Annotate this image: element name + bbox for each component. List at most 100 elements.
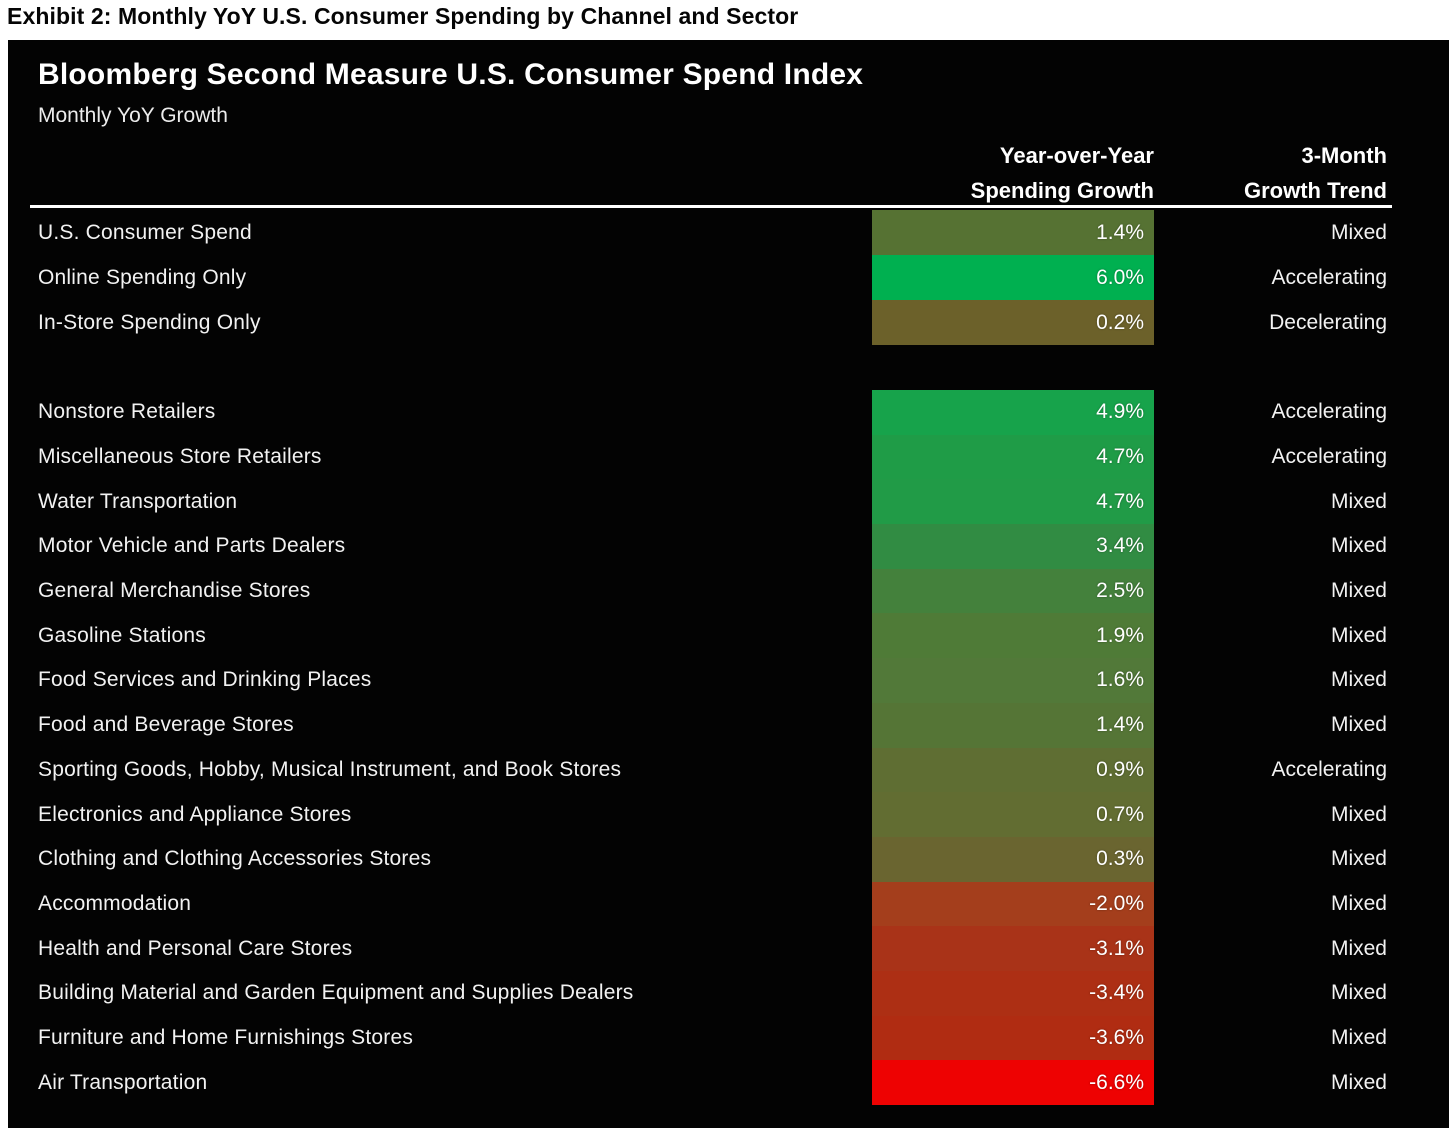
trend-label: Mixed: [1330, 981, 1387, 1005]
table-row: Furniture and Home Furnishings Stores -3.…: [8, 1015, 1449, 1061]
panel-title: Bloomberg Second Measure U.S. Consumer S…: [38, 58, 864, 91]
value-text: 0.9%: [1096, 757, 1144, 781]
column-header-growth-trend-line1: 3-Month: [1301, 143, 1387, 168]
value-cell: -6.6%: [872, 1060, 1154, 1105]
table-row: Clothing and Clothing Accessories Stores…: [8, 836, 1449, 882]
row-label: Food Services and Drinking Places: [38, 668, 372, 692]
value-text: 1.4%: [1096, 220, 1144, 244]
value-text: 4.7%: [1096, 489, 1144, 513]
value-cell: 4.7%: [872, 479, 1154, 525]
column-header-spending-growth-line2: Spending Growth: [970, 178, 1154, 203]
table-row: Motor Vehicle and Parts Dealers 3.4% Mixed: [8, 524, 1449, 569]
row-label: Electronics and Appliance Stores: [38, 802, 352, 826]
value-cell: 3.4%: [872, 524, 1154, 569]
table-row: Building Material and Garden Equipment a…: [8, 970, 1449, 1016]
value-text: -2.0%: [1089, 891, 1144, 915]
value-cell: 1.4%: [872, 210, 1154, 255]
trend-label: Accelerating: [1271, 445, 1387, 469]
table-row: In-Store Spending Only 0.2% Decelerating: [8, 300, 1449, 345]
row-label: Clothing and Clothing Accessories Stores: [38, 847, 432, 871]
value-text: 0.7%: [1096, 802, 1144, 826]
spend-index-panel: Bloomberg Second Measure U.S. Consumer S…: [8, 40, 1449, 1128]
value-text: 0.3%: [1096, 847, 1144, 871]
value-cell: 1.9%: [872, 613, 1154, 659]
table-row: Electronics and Appliance Stores 0.7% Mixe…: [8, 792, 1449, 837]
row-label: Health and Personal Care Stores: [38, 936, 353, 960]
row-label: Food and Beverage Stores: [38, 713, 294, 737]
value-cell: 2.5%: [872, 568, 1154, 614]
column-header-spending-growth: Year-over-Year Spending Growth: [971, 138, 1154, 208]
value-text: 1.9%: [1096, 623, 1144, 647]
table-row: Miscellaneous Store Retailers 4.7% Acceler…: [8, 434, 1449, 480]
trend-label: Mixed: [1330, 534, 1387, 558]
value-text: -3.6%: [1089, 1025, 1144, 1049]
row-label: Online Spending Only: [38, 265, 247, 289]
table-row: U.S. Consumer Spend 1.4% Mixed: [8, 210, 1449, 255]
value-text: 4.9%: [1096, 400, 1144, 424]
trend-label: Mixed: [1330, 936, 1387, 960]
row-label: Air Transportation: [38, 1070, 208, 1094]
row-label: Water Transportation: [38, 489, 238, 513]
trend-label: Mixed: [1330, 891, 1387, 915]
value-text: 3.4%: [1096, 534, 1144, 558]
trend-label: Mixed: [1330, 668, 1387, 692]
table-row: Food Services and Drinking Places 1.6% Mix…: [8, 658, 1449, 703]
row-label: Furniture and Home Furnishings Stores: [38, 1025, 414, 1049]
value-cell: -2.0%: [872, 881, 1154, 927]
trend-label: Mixed: [1330, 579, 1387, 603]
value-text: 0.2%: [1096, 310, 1144, 334]
table-row: General Merchandise Stores 2.5% Mixed: [8, 568, 1449, 614]
value-text: -3.1%: [1089, 936, 1144, 960]
column-header-growth-trend-line2: Growth Trend: [1244, 178, 1387, 203]
header-rule: [30, 205, 1392, 208]
column-header-spending-growth-line1: Year-over-Year: [999, 143, 1154, 168]
row-label: Accommodation: [38, 891, 192, 915]
table-row: Online Spending Only 6.0% Accelerating: [8, 255, 1449, 300]
table-row: Health and Personal Care Stores -3.1% Mixe…: [8, 926, 1449, 971]
value-text: 2.5%: [1096, 579, 1144, 603]
value-cell: 4.9%: [872, 390, 1154, 435]
trend-label: Mixed: [1330, 1025, 1387, 1049]
value-text: 6.0%: [1096, 265, 1144, 289]
value-cell: 1.4%: [872, 702, 1154, 748]
trend-label: Mixed: [1330, 847, 1387, 871]
trend-label: Accelerating: [1271, 265, 1387, 289]
trend-label: Decelerating: [1269, 310, 1387, 334]
table-row: Gasoline Stations 1.9% Mixed: [8, 613, 1449, 659]
trend-label: Mixed: [1330, 1070, 1387, 1094]
value-cell: -3.6%: [872, 1015, 1154, 1061]
column-header-growth-trend: 3-Month Growth Trend: [1244, 138, 1387, 208]
row-label: Building Material and Garden Equipment a…: [38, 981, 634, 1005]
row-label: In-Store Spending Only: [38, 310, 261, 334]
trend-label: Accelerating: [1271, 400, 1387, 424]
row-label: Nonstore Retailers: [38, 400, 216, 424]
table-row: Food and Beverage Stores 1.4% Mixed: [8, 702, 1449, 748]
panel-subtitle: Monthly YoY Growth: [38, 104, 228, 127]
value-text: -3.4%: [1089, 981, 1144, 1005]
row-label: Gasoline Stations: [38, 623, 206, 647]
table-body: U.S. Consumer Spend 1.4% Mixed Online Spend…: [8, 210, 1449, 1105]
group-gap: [8, 345, 1449, 390]
table-row: Water Transportation 4.7% Mixed: [8, 479, 1449, 525]
trend-label: Mixed: [1330, 802, 1387, 826]
value-cell: -3.4%: [872, 970, 1154, 1016]
row-label: Sporting Goods, Hobby, Musical Instrumen…: [38, 757, 622, 781]
table-row: Air Transportation -6.6% Mixed: [8, 1060, 1449, 1105]
table-row: Sporting Goods, Hobby, Musical Instrumen…: [8, 747, 1449, 793]
trend-label: Mixed: [1330, 220, 1387, 244]
value-cell: 4.7%: [872, 434, 1154, 480]
value-text: -6.6%: [1089, 1070, 1144, 1094]
value-cell: 0.2%: [872, 300, 1154, 345]
table-row: Nonstore Retailers 4.9% Accelerating: [8, 390, 1449, 435]
value-text: 1.6%: [1096, 668, 1144, 692]
trend-label: Mixed: [1330, 623, 1387, 647]
row-label: Motor Vehicle and Parts Dealers: [38, 534, 346, 558]
value-text: 4.7%: [1096, 445, 1144, 469]
value-cell: -3.1%: [872, 926, 1154, 971]
exhibit-title: Exhibit 2: Monthly YoY U.S. Consumer Spe…: [7, 3, 799, 29]
row-label: General Merchandise Stores: [38, 579, 311, 603]
row-label: U.S. Consumer Spend: [38, 220, 252, 244]
trend-label: Mixed: [1330, 713, 1387, 737]
trend-label: Mixed: [1330, 489, 1387, 513]
value-text: 1.4%: [1096, 713, 1144, 737]
